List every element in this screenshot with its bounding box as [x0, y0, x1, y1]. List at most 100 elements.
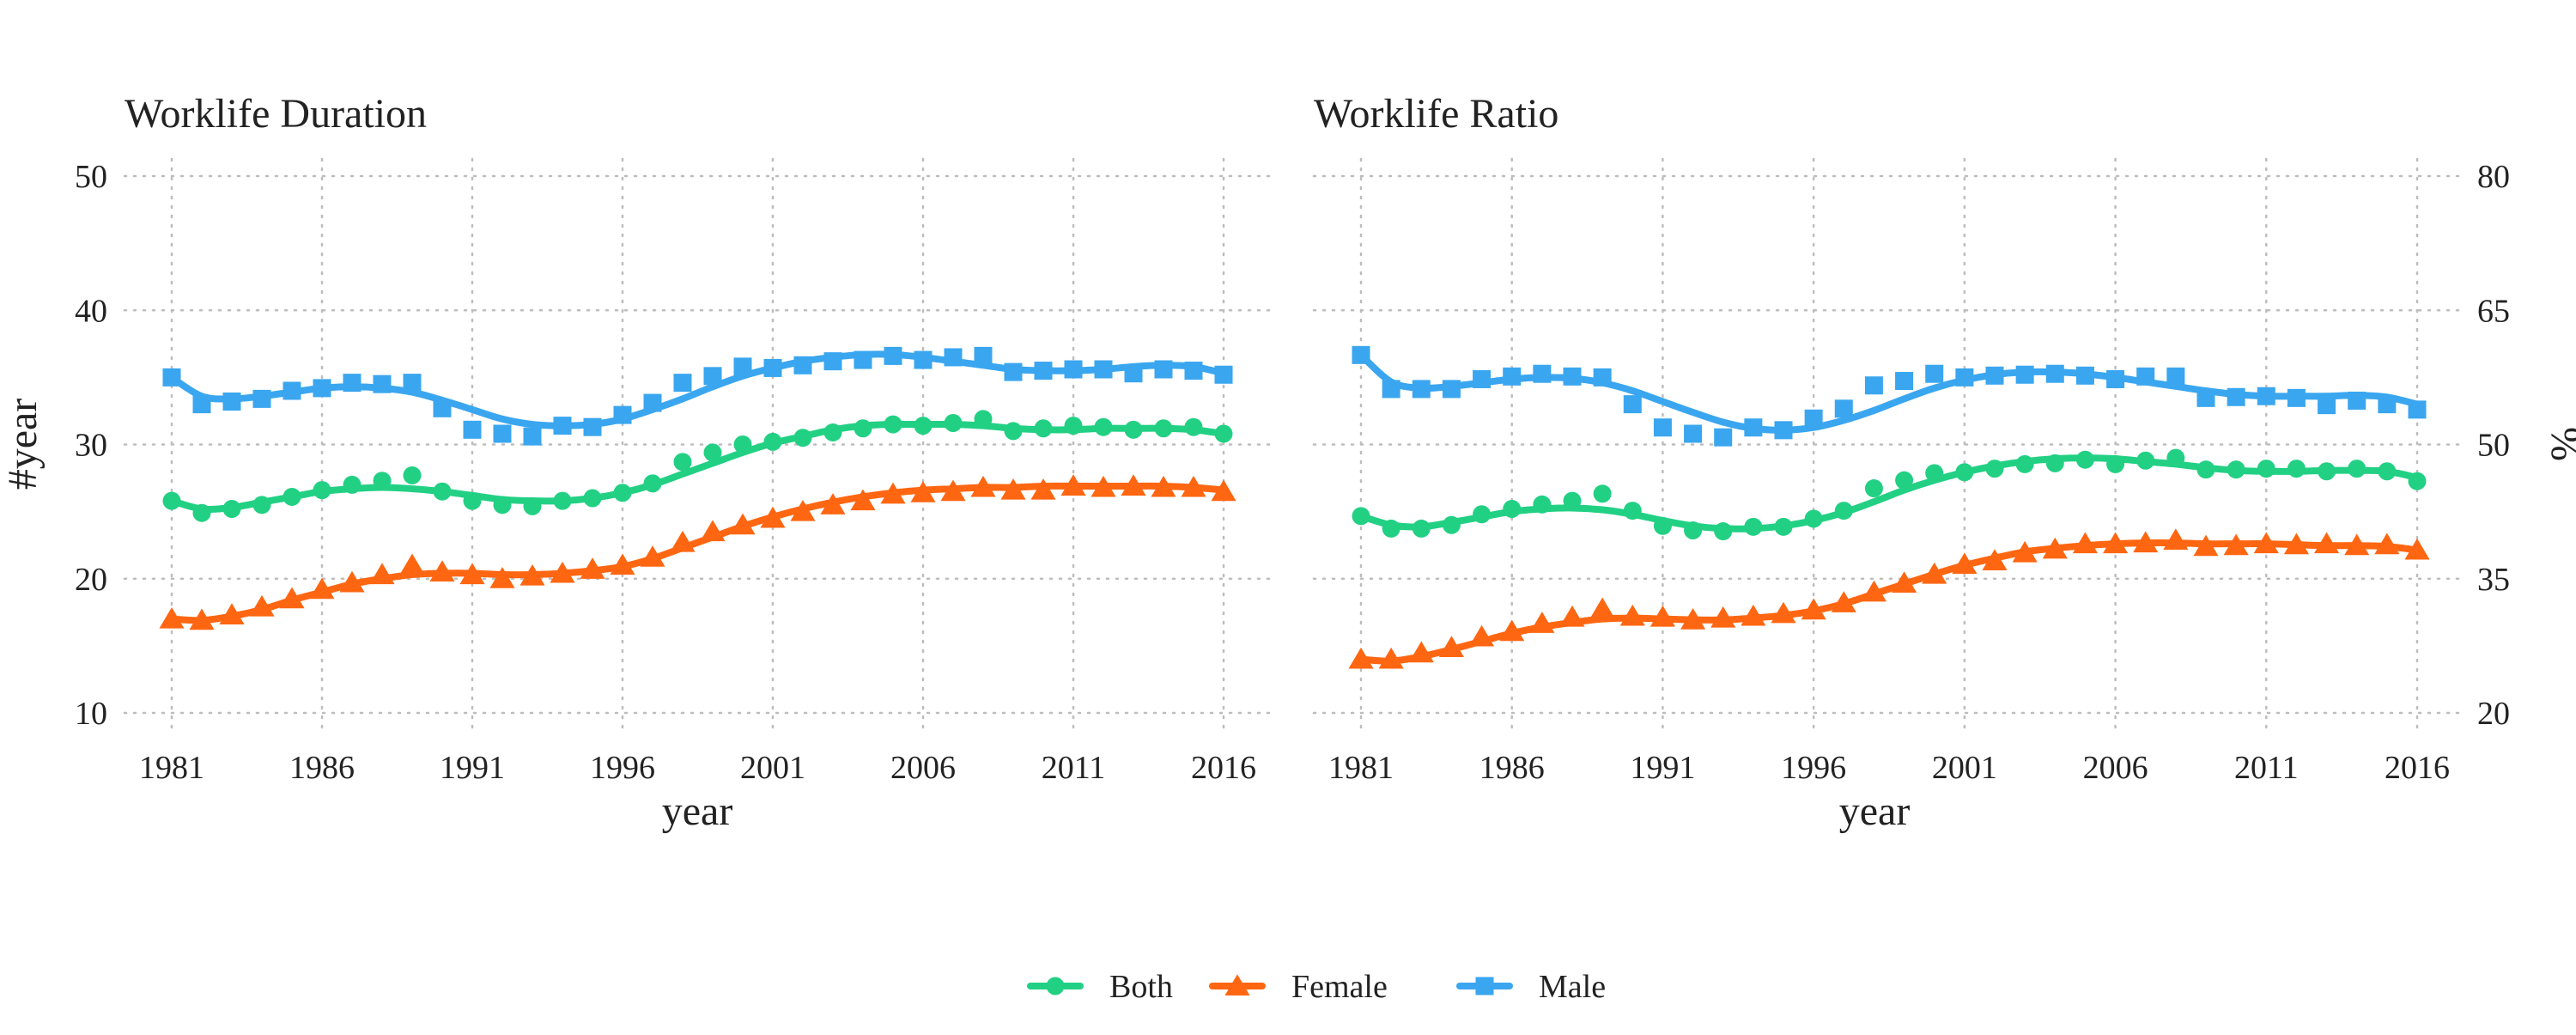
data-point-female [1771, 601, 1796, 624]
data-point-male [1623, 395, 1642, 414]
data-point-male [343, 374, 361, 393]
series-female [1348, 528, 2430, 669]
data-point-female [1378, 647, 1404, 669]
panel-title: Worklife Duration [125, 91, 427, 137]
data-point-female [1589, 597, 1615, 619]
data-point-female [2193, 534, 2219, 557]
data-point-male [1412, 380, 1431, 399]
data-point-female [1121, 474, 1146, 496]
data-point-male [733, 357, 752, 376]
data-point-both [2257, 460, 2275, 478]
x-tick-label: 2011 [2234, 750, 2299, 786]
data-point-both [222, 500, 241, 518]
data-point-both [733, 435, 752, 454]
data-point-female [1469, 624, 1495, 647]
data-point-female [1030, 478, 1056, 500]
x-tick-label: 1981 [139, 750, 204, 786]
data-point-both [1442, 515, 1461, 534]
data-point-male [1864, 376, 1883, 395]
data-point-both [1214, 424, 1233, 443]
x-tick-label: 2001 [1932, 750, 1997, 786]
data-point-both [2166, 448, 2185, 467]
data-point-both [2318, 462, 2336, 481]
data-point-both [1473, 505, 1492, 524]
data-point-both [2378, 462, 2397, 481]
data-point-male [1214, 365, 1233, 384]
data-point-male [613, 405, 632, 424]
data-point-female [670, 530, 696, 552]
data-point-female [249, 594, 275, 617]
data-point-both [673, 453, 692, 472]
data-point-both [283, 487, 301, 506]
y-tick-label: 10 [75, 696, 107, 732]
data-point-female [399, 553, 425, 575]
data-point-female [1211, 479, 1236, 502]
data-point-female [580, 557, 605, 579]
data-point-both [2408, 472, 2427, 490]
data-point-male [2075, 366, 2094, 385]
data-point-female [2072, 532, 2098, 554]
legend-key-square-icon [1475, 977, 1494, 995]
data-point-both [2287, 460, 2306, 478]
x-axis-label: year [1839, 788, 1911, 834]
data-point-female [1831, 591, 1856, 612]
data-point-female [1649, 605, 1675, 627]
panel-title: Worklife Ratio [1314, 91, 1558, 137]
data-point-female [1710, 606, 1736, 628]
data-point-male [884, 346, 902, 365]
legend-key-circle-icon [1046, 977, 1065, 995]
data-point-male [1925, 364, 1944, 383]
data-point-male [493, 424, 512, 443]
data-point-both [162, 491, 181, 510]
data-point-male [763, 358, 782, 377]
data-point-female [2374, 533, 2400, 555]
legend-key-triangle-icon [1224, 974, 1250, 996]
data-point-male [433, 399, 452, 417]
data-point-both [2227, 460, 2245, 479]
data-point-male [2166, 367, 2185, 386]
trend-line-female [1358, 539, 2421, 665]
data-point-both [1714, 522, 1733, 541]
x-tick-label: 2001 [740, 750, 805, 786]
data-point-female [790, 499, 816, 521]
data-point-female [1741, 604, 1766, 626]
data-point-male [643, 393, 662, 412]
data-point-female [1151, 475, 1176, 497]
grid [123, 157, 1273, 732]
data-point-both [1895, 471, 1914, 490]
data-point-both [583, 489, 602, 508]
panel-worklife-ratio: Worklife Ratio 20 35 50 65 80 1981 1986 1991 199… [1312, 91, 2576, 834]
data-point-female [640, 545, 665, 567]
data-point-female [189, 608, 215, 630]
data-point-female [2103, 532, 2129, 554]
data-point-female [1091, 475, 1116, 497]
data-point-both [854, 419, 872, 438]
data-point-female [910, 481, 936, 502]
data-point-female [850, 489, 876, 511]
x-tick-label: 1986 [1479, 750, 1545, 786]
data-point-both [914, 417, 933, 435]
data-point-both [2045, 454, 2064, 472]
data-point-both [2106, 454, 2125, 473]
data-point-male [2136, 367, 2155, 386]
data-point-both [1034, 419, 1053, 438]
data-point-female [1060, 474, 1086, 496]
data-point-male [1563, 367, 1582, 386]
x-tick-label: 2006 [2083, 750, 2148, 786]
data-point-female [2223, 533, 2249, 556]
data-point-both [703, 443, 722, 462]
data-point-female [2344, 533, 2370, 556]
data-point-male [1382, 380, 1400, 399]
data-point-both [1503, 500, 1522, 518]
data-point-male [2348, 391, 2366, 410]
x-tick-label: 1996 [590, 750, 655, 786]
data-point-male [673, 374, 692, 393]
data-point-female [1529, 612, 1555, 633]
data-point-female [2012, 540, 2038, 563]
data-point-both [1124, 420, 1143, 439]
data-point-male [1804, 409, 1823, 428]
data-point-male [313, 379, 331, 398]
data-point-female [550, 561, 575, 583]
data-point-male [854, 350, 872, 369]
